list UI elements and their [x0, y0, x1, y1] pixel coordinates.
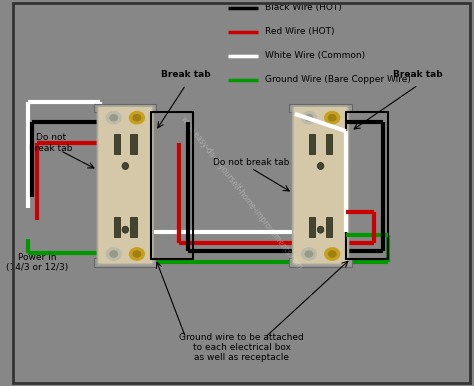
FancyBboxPatch shape — [292, 106, 348, 264]
Ellipse shape — [317, 163, 324, 169]
Bar — [114, 134, 120, 154]
Bar — [309, 217, 316, 237]
Circle shape — [129, 112, 145, 124]
Circle shape — [133, 115, 141, 121]
Text: Do not
break tab: Do not break tab — [29, 133, 73, 152]
Text: Break tab: Break tab — [393, 70, 443, 79]
Text: White Wire (Common): White Wire (Common) — [265, 51, 365, 60]
Bar — [290, 104, 352, 112]
Ellipse shape — [317, 226, 324, 233]
Circle shape — [106, 248, 121, 260]
Circle shape — [328, 115, 336, 121]
Text: Red Wire (HOT): Red Wire (HOT) — [265, 27, 334, 36]
Bar — [290, 258, 352, 267]
Text: Ground wire to be attached
to each electrical box
as well as receptacle: Ground wire to be attached to each elect… — [179, 332, 304, 362]
FancyBboxPatch shape — [98, 106, 153, 264]
Bar — [346, 112, 388, 259]
Bar — [130, 217, 137, 237]
Ellipse shape — [122, 163, 128, 169]
Bar — [114, 217, 120, 237]
Bar — [326, 217, 332, 237]
Text: www.easy-do-it-yourself-home-improvements.com: www.easy-do-it-yourself-home-improvement… — [179, 114, 304, 272]
Text: Black Wire (HOT): Black Wire (HOT) — [265, 3, 342, 12]
Bar — [309, 134, 316, 154]
Circle shape — [106, 112, 121, 124]
Circle shape — [110, 115, 118, 121]
Circle shape — [301, 112, 316, 124]
Bar — [326, 134, 332, 154]
Circle shape — [133, 251, 141, 257]
Circle shape — [325, 248, 340, 260]
Bar — [94, 258, 156, 267]
Bar — [130, 134, 137, 154]
Bar — [94, 104, 156, 112]
Text: Do not break tab: Do not break tab — [213, 157, 289, 167]
Circle shape — [301, 248, 316, 260]
Text: Power in
(14/3 or 12/3): Power in (14/3 or 12/3) — [6, 253, 68, 272]
Text: Break tab: Break tab — [161, 70, 210, 79]
Bar — [151, 112, 193, 259]
Circle shape — [129, 248, 145, 260]
Text: Ground Wire (Bare Copper Wire): Ground Wire (Bare Copper Wire) — [265, 75, 410, 84]
Circle shape — [305, 115, 313, 121]
Circle shape — [325, 112, 340, 124]
Circle shape — [110, 251, 118, 257]
Ellipse shape — [122, 226, 128, 233]
Circle shape — [305, 251, 313, 257]
Circle shape — [328, 251, 336, 257]
